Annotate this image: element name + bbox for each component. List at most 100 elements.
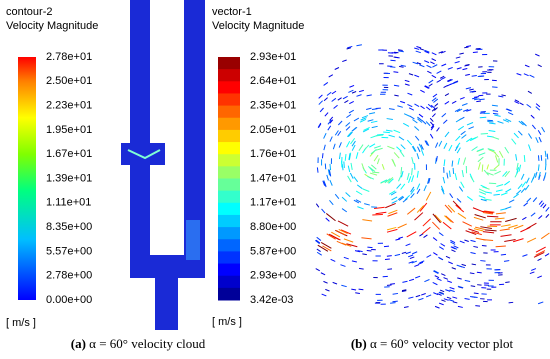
vector-arrow (367, 119, 374, 122)
vector-arrow (461, 263, 467, 267)
vector-arrow (355, 152, 359, 159)
vector-arrow (321, 208, 326, 214)
vector-arrow (544, 163, 547, 171)
vector-arrow (464, 46, 469, 49)
vector-arrow (414, 74, 420, 78)
vector-arrow (398, 174, 402, 182)
vector-arrow (427, 103, 433, 108)
vector-arrow (409, 115, 415, 120)
vector-arrow (412, 145, 417, 152)
vector-arrow (318, 94, 323, 99)
vector-arrow (487, 148, 495, 152)
colorbar-band (218, 81, 240, 94)
vector-arrow (388, 178, 394, 184)
vector-arrow (484, 210, 495, 213)
vector-arrow (436, 277, 442, 282)
vector-arrow (354, 250, 361, 253)
vector-arrow (478, 152, 486, 156)
vector-arrow (498, 95, 504, 98)
vector-arrow (505, 217, 517, 222)
vector-arrow (450, 239, 456, 244)
vector-arrow (392, 292, 399, 295)
vector-arrow (334, 193, 340, 199)
vector-arrow (478, 195, 486, 199)
vector-arrow (358, 267, 364, 270)
vector-arrow (432, 221, 440, 230)
vector-arrow (515, 189, 522, 195)
vector-arrow (404, 83, 410, 86)
colorbar-band (218, 287, 240, 301)
vector-arrow (471, 146, 478, 152)
vector-arrow (439, 291, 444, 295)
colorbar-band (218, 239, 240, 252)
vector-arrow (528, 133, 533, 139)
vector-arrow (392, 300, 398, 303)
vector-arrow (440, 50, 446, 54)
vector-arrow (411, 156, 414, 165)
vector-arrow (388, 209, 398, 215)
vector-arrow (325, 288, 330, 292)
vector-arrow (323, 132, 327, 139)
vector-arrow (435, 142, 439, 148)
vector-arrow (387, 212, 398, 217)
vector-arrow (334, 67, 340, 70)
vector-arrow (529, 74, 535, 78)
caption-label: (a) (71, 336, 86, 351)
vector-arrow (357, 250, 363, 253)
vector-arrow (438, 291, 445, 295)
vector-arrow (376, 158, 380, 165)
vector-arrow (430, 61, 435, 65)
vector-arrow (345, 192, 351, 198)
vector-arrow (430, 124, 435, 129)
vector-arrow (424, 140, 428, 146)
vector-arrow (387, 268, 393, 270)
vector-arrow (357, 206, 364, 210)
vector-arrow (356, 94, 362, 97)
vector-arrow (410, 186, 415, 193)
vector-arrow (347, 131, 353, 138)
vector-arrow (324, 112, 329, 117)
vector-arrow (459, 52, 464, 55)
vector-arrow (532, 197, 538, 203)
colorbar-band (218, 202, 240, 216)
colorbar-band (218, 227, 240, 240)
vector-arrow (362, 219, 373, 222)
vector-arrow (457, 305, 463, 308)
colorbar-band (218, 275, 240, 289)
vector-arrow (323, 144, 326, 151)
vector-arrow (498, 150, 504, 158)
vector-arrow (323, 82, 329, 86)
vector-arrow (446, 296, 452, 300)
vector-arrow (482, 210, 494, 214)
vector-arrow (315, 239, 321, 244)
vector-arrow (538, 200, 543, 205)
colorbar-tick-label: 8.35e+00 (46, 221, 92, 233)
vector-arrow (380, 179, 388, 184)
vector-arrow (488, 149, 496, 154)
vector-arrow (441, 63, 447, 67)
colorbar-tick-label: 3.42e-03 (250, 294, 293, 306)
vector-arrow (505, 281, 510, 283)
vector-arrow (420, 149, 425, 156)
vector-arrow (454, 61, 460, 64)
vector-arrow (404, 194, 411, 201)
vector-arrow (408, 73, 414, 76)
vector-arrow (425, 106, 431, 111)
vector-arrow (408, 296, 414, 299)
vector-arrow (415, 275, 421, 279)
vector-arrow (399, 65, 404, 68)
vector-arrow (394, 94, 399, 97)
vector-arrow (456, 67, 462, 70)
vector-arrow (343, 161, 345, 168)
vector-arrow (441, 273, 446, 277)
vector-arrow (386, 118, 393, 120)
vector-arrow (528, 144, 532, 151)
vector-arrow (494, 114, 501, 117)
vector-arrow (320, 241, 332, 249)
vector-arrow (349, 100, 354, 105)
vector-arrow (414, 135, 420, 141)
vector-arrow (402, 122, 410, 127)
colorbar-tick-label: 2.93e+00 (250, 270, 296, 282)
vector-arrow (444, 93, 450, 97)
vector-arrow (363, 127, 370, 131)
